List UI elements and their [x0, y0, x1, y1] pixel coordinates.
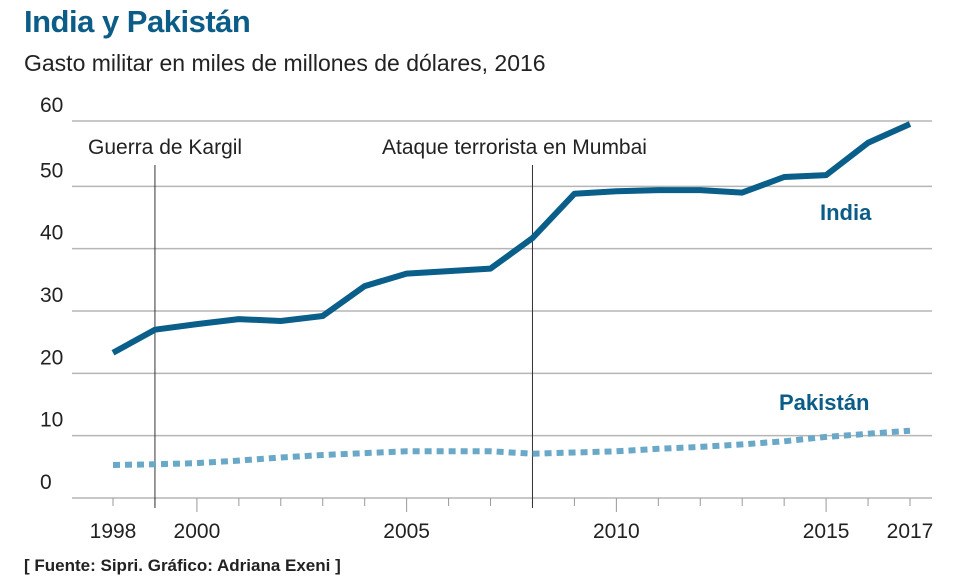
x-tick-label: 2000	[174, 520, 221, 543]
chart-title: India y Pakistán	[24, 4, 251, 39]
annotation-label: Guerra de Kargil	[88, 136, 242, 159]
annotation-label: Ataque terrorista en Mumbai	[382, 136, 647, 159]
y-tick-label: 20	[40, 346, 63, 369]
y-tick-label: 0	[40, 471, 52, 494]
x-tick-label: 2005	[383, 520, 430, 543]
x-tick-label: 2017	[887, 520, 934, 543]
series-line-india	[111, 121, 912, 356]
x-tick-label: 2010	[593, 520, 640, 543]
y-tick-label: 30	[40, 284, 63, 307]
series-line-pakistan	[112, 427, 911, 468]
y-tick-label: 50	[40, 159, 63, 182]
y-tick-label: 60	[40, 94, 63, 117]
y-axis-ticks: 0 10 20 30 40 50 60	[40, 94, 63, 494]
gridlines	[72, 120, 932, 499]
x-tick-label: 2015	[803, 520, 850, 543]
series	[111, 121, 912, 468]
series-label-india: India	[820, 200, 872, 225]
x-tick-label: 1998	[90, 520, 137, 543]
y-tick-label: 10	[40, 409, 63, 432]
series-label-pakistan: Pakistán	[779, 390, 870, 415]
y-tick-label: 40	[40, 222, 63, 245]
source-credit: [ Fuente: Sipri. Gráfico: Adriana Exeni …	[24, 556, 341, 575]
chart-subtitle: Gasto militar en miles de millones de dó…	[24, 50, 546, 76]
annotations: Guerra de Kargil Ataque terrorista en Mum…	[88, 136, 647, 508]
x-axis-ticks: 1998 2000 2005 2010 2015 2017	[90, 498, 934, 543]
